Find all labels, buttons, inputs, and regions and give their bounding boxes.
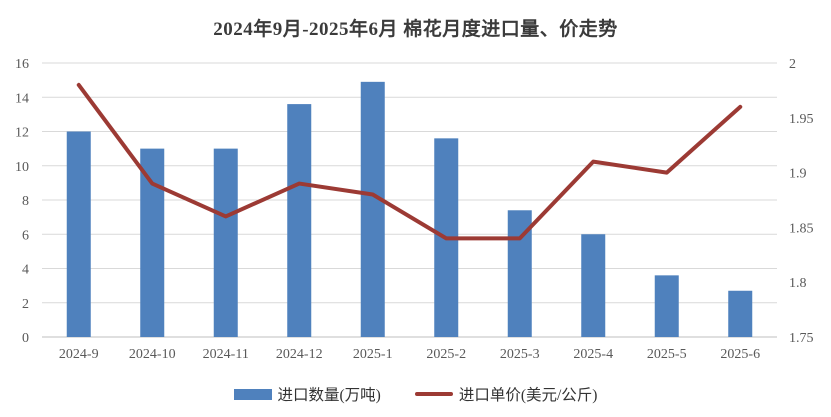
right-axis-tick-label: 1.95 [789, 112, 814, 127]
left-axis-tick-label: 0 [22, 331, 29, 346]
bar-series-swatch [233, 388, 272, 400]
bar [140, 148, 165, 337]
chart-canvas: 0 2 4 6 8 10 12 14 16 1.75 1.8 1.85 1.9 1.95 2 2024-9 20… [15, 57, 814, 362]
x-axis-tick-label: 2024-10 [129, 347, 176, 362]
left-axis-tick-label: 16 [15, 57, 29, 72]
right-axis-tick-label: 1.9 [789, 167, 807, 182]
legend-label-import-price: 进口单价(美元/公斤) [458, 387, 598, 404]
x-axis-tick-label: 2025-2 [426, 347, 466, 362]
left-axis-tick-label: 14 [15, 91, 29, 106]
bar [581, 234, 606, 337]
legend-item-import-price: 进口单价(美元/公斤) [414, 383, 598, 405]
left-axis-tick-label: 8 [22, 194, 29, 209]
bar [213, 148, 238, 337]
legend: 进口数量(万吨) 进口单价(美元/公斤) [0, 382, 831, 406]
right-axis-tick-label: 1.8 [789, 276, 807, 291]
x-axis-tick-label: 2025-5 [647, 347, 687, 362]
x-axis-tick-label: 2024-12 [276, 347, 323, 362]
line-series-swatch [414, 392, 453, 396]
x-axis-tick-label: 2025-3 [500, 347, 540, 362]
x-axis-tick-label: 2024-11 [203, 347, 249, 362]
chart-title: 2024年9月-2025年6月 棉花月度进口量、价走势 [213, 19, 618, 40]
x-axis-tick-label: 2025-4 [573, 347, 613, 362]
bar [728, 290, 753, 337]
left-axis-tick-label: 4 [22, 263, 29, 278]
bar [360, 81, 385, 338]
x-axis-tick-label: 2025-1 [353, 347, 393, 362]
right-axis-tick-label: 1.85 [789, 221, 814, 236]
price-line [76, 82, 743, 241]
x-axis-tick-label: 2025-6 [720, 347, 760, 362]
left-axis-tick-label: 10 [15, 160, 29, 175]
left-axis-tick-label: 12 [15, 126, 29, 141]
legend-label-import-volume: 进口数量(万吨) [277, 387, 381, 404]
x-axis-tick-label: 2024-9 [59, 347, 99, 362]
left-axis-tick-label: 2 [22, 297, 29, 312]
bar [66, 131, 91, 337]
bar [287, 104, 312, 337]
legend-item-import-volume: 进口数量(万吨) [233, 383, 381, 405]
left-axis-tick-label: 6 [22, 228, 29, 243]
bar [654, 275, 679, 337]
right-axis-tick-label: 1.75 [789, 331, 814, 346]
right-axis-tick-label: 2 [789, 57, 796, 72]
